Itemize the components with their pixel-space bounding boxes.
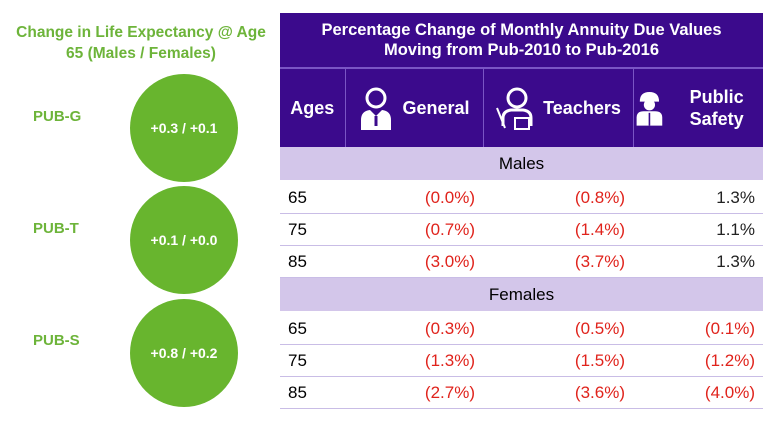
- age-cell: 85: [280, 376, 345, 409]
- plan-circle: +0.1 / +0.0: [130, 186, 238, 294]
- value-cell: (0.8%): [483, 181, 633, 214]
- value-cell: (0.3%): [345, 312, 483, 345]
- value-cell: (2.7%): [345, 376, 483, 409]
- teachers-label: Teachers: [543, 97, 621, 118]
- age-cell: 65: [280, 312, 345, 345]
- plan-label: PUB-G: [33, 108, 82, 125]
- group-header: Females: [280, 277, 763, 313]
- table-row: 75 (1.3%) (1.5%) (1.2%): [280, 344, 763, 377]
- age-cell: 75: [280, 344, 345, 377]
- plan-label: PUB-T: [33, 220, 79, 237]
- col-general: General: [345, 68, 484, 147]
- value-cell: 1.3%: [633, 245, 763, 278]
- value-cell: (3.7%): [483, 245, 633, 278]
- age-cell: 65: [280, 181, 345, 214]
- col-ages: Ages: [280, 68, 346, 147]
- value-cell: (0.1%): [633, 312, 763, 345]
- age-cell: 85: [280, 245, 345, 278]
- value-cell: (0.7%): [345, 213, 483, 246]
- plan-label: PUB-S: [33, 332, 80, 349]
- group-header: Males: [280, 147, 763, 182]
- table-row: 85 (3.0%) (3.7%) 1.3%: [280, 245, 763, 278]
- table-title: Percentage Change of Monthly Annuity Due…: [280, 13, 763, 69]
- table-row: 65 (0.0%) (0.8%) 1.3%: [280, 181, 763, 214]
- value-cell: (1.5%): [483, 344, 633, 377]
- value-cell: (3.6%): [483, 376, 633, 409]
- value-cell: (1.2%): [633, 344, 763, 377]
- plan-circle: +0.3 / +0.1: [130, 74, 238, 182]
- plan-circle: +0.8 / +0.2: [130, 299, 238, 407]
- value-cell: (1.4%): [483, 213, 633, 246]
- value-cell: 1.1%: [633, 213, 763, 246]
- table-row: 75 (0.7%) (1.4%) 1.1%: [280, 213, 763, 246]
- value-cell: (3.0%): [345, 245, 483, 278]
- title-line-1: Percentage Change of Monthly Annuity Due…: [321, 21, 722, 39]
- col-teachers: Teachers: [483, 68, 634, 147]
- table-row: 85 (2.7%) (3.6%) (4.0%): [280, 376, 763, 409]
- value-cell: (0.5%): [483, 312, 633, 345]
- title-line-2: Moving from Pub-2010 to Pub-2016: [383, 41, 660, 59]
- person-tie-icon: [361, 87, 392, 130]
- value-cell: 1.3%: [633, 181, 763, 214]
- firefighter-icon: [636, 91, 662, 126]
- public-safety-label: Public Safety: [689, 87, 744, 129]
- table-row: 65 (0.3%) (0.5%) (0.1%): [280, 312, 763, 345]
- value-cell: (0.0%): [345, 181, 483, 214]
- annuity-table: Percentage Change of Monthly Annuity Due…: [280, 13, 763, 409]
- value-cell: (4.0%): [633, 376, 763, 409]
- age-cell: 75: [280, 213, 345, 246]
- general-label: General: [402, 97, 470, 118]
- teacher-icon: [496, 87, 533, 130]
- value-cell: (1.3%): [345, 344, 483, 377]
- life-expectancy-title: Change in Life Expectancy @ Age 65 (Male…: [16, 24, 266, 62]
- col-public-safety: Public Safety: [633, 68, 763, 147]
